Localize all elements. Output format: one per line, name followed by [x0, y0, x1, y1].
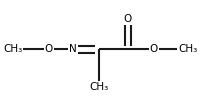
- Text: O: O: [44, 44, 53, 54]
- Text: CH₃: CH₃: [178, 44, 197, 54]
- Text: CH₃: CH₃: [90, 82, 109, 92]
- Text: O: O: [150, 44, 158, 54]
- Text: O: O: [124, 14, 132, 24]
- Text: N: N: [69, 44, 77, 54]
- Text: CH₃: CH₃: [3, 44, 22, 54]
